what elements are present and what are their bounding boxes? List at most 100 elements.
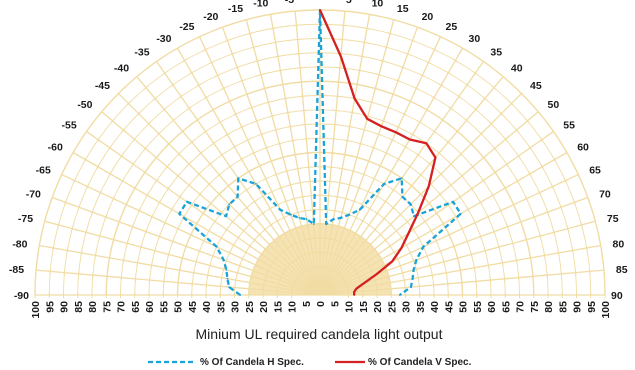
grid-tick (153, 154, 159, 161)
grid-tick (289, 139, 296, 142)
grid-tick (189, 202, 194, 208)
grid-tick (492, 169, 498, 176)
grid-tick (153, 247, 157, 254)
series-point (348, 213, 351, 216)
grid-tick (227, 249, 232, 256)
radial-tick-label: 10 (287, 301, 299, 313)
grid-tick (273, 172, 280, 176)
grid-tick (214, 73, 221, 78)
grid-tick (305, 166, 312, 168)
grid-tick (132, 136, 137, 142)
grid-tick (299, 95, 306, 98)
grid-tick (280, 156, 287, 159)
series-point (459, 212, 462, 215)
grid-tick (248, 285, 250, 292)
grid-tick (240, 255, 245, 262)
grid-tick (459, 173, 465, 179)
grid-tick (372, 87, 379, 90)
grid-tick (224, 257, 228, 264)
grid-tick (139, 244, 143, 251)
radial-tick-label: 5 (301, 301, 313, 307)
grid-tick (297, 67, 304, 69)
angle-tick-label: 60 (577, 142, 589, 154)
grid-tick (236, 211, 242, 217)
grid-tick (110, 118, 115, 124)
grid-tick (389, 279, 392, 286)
angle-tick-label: -50 (77, 99, 92, 111)
grid-tick (456, 94, 462, 99)
grid-tick (413, 86, 420, 91)
series-point (289, 213, 292, 216)
series-point (228, 286, 231, 288)
grid-tick (170, 118, 177, 123)
angle-tick-label: 5 (346, 0, 352, 6)
radial-tick-label: 100 (600, 301, 612, 319)
grid-tick (387, 32, 394, 35)
grid-tick (473, 107, 479, 112)
series-point (279, 208, 282, 211)
series-point (255, 183, 257, 185)
angle-tick-label: -30 (156, 33, 171, 45)
grid-tick (279, 83, 286, 86)
grid-tick (244, 138, 251, 142)
grid-tick (403, 277, 406, 284)
series-point (407, 232, 410, 234)
grid-tick (334, 195, 341, 198)
grid-tick (179, 128, 186, 134)
grid-tick (131, 223, 135, 230)
grid-tick (481, 177, 486, 184)
grid-tick (497, 244, 501, 251)
angle-tick-label: 50 (548, 99, 560, 111)
grid-tick (488, 121, 494, 127)
grid-tick (176, 151, 182, 157)
grid-tick (470, 251, 473, 258)
grid-tick (206, 272, 209, 279)
grid-tick (265, 101, 272, 104)
grid-tick (49, 268, 52, 275)
grid-tick (269, 27, 277, 30)
grid-tick (585, 244, 588, 252)
series-point (226, 277, 229, 280)
radial-tick-label: 50 (173, 301, 185, 313)
grid-tick (469, 186, 474, 192)
grid-tick (503, 185, 508, 191)
grid-tick (309, 209, 316, 211)
series-point (434, 156, 437, 159)
grid-tick (359, 202, 366, 207)
grid-tick (437, 34, 444, 39)
grid-tick (434, 210, 439, 217)
grid-tick (72, 177, 77, 184)
grid-tick (225, 183, 232, 189)
grid-tick (572, 199, 576, 206)
grid-tick (539, 136, 544, 143)
grid-tick (422, 218, 428, 225)
grid-tick (304, 152, 311, 154)
grid-tick (390, 92, 397, 96)
radial-tick-label: 15 (272, 301, 284, 313)
grid-tick (253, 261, 258, 268)
angle-tick-label: 75 (607, 213, 619, 225)
grid-tick (206, 181, 212, 187)
grid-tick (357, 142, 364, 145)
grid-tick (383, 237, 388, 243)
series-point (332, 218, 335, 221)
grid-tick (383, 45, 390, 49)
grid-tick (563, 177, 568, 184)
grid-tick (249, 273, 253, 280)
grid-tick (516, 153, 521, 159)
radial-tick-label: 20 (258, 301, 270, 313)
series-point (411, 277, 414, 280)
radial-tick-label: 90 (572, 301, 584, 313)
grid-tick (94, 252, 97, 259)
radial-tick-label: 55 (472, 301, 484, 313)
grid-tick (350, 169, 357, 173)
radial-tick-labels: 100 95 90 85 80 75 70 65 60 55 50 45 40 35 30 25 20 15 10 5… (30, 301, 612, 319)
grid-tick (236, 269, 239, 276)
series-point (412, 269, 415, 271)
grid-tick (352, 231, 359, 236)
series-point (215, 245, 218, 248)
grid-tick (124, 201, 128, 208)
series-point (391, 260, 394, 263)
radial-tick-label: 35 (215, 301, 227, 313)
grid-tick (416, 120, 423, 125)
